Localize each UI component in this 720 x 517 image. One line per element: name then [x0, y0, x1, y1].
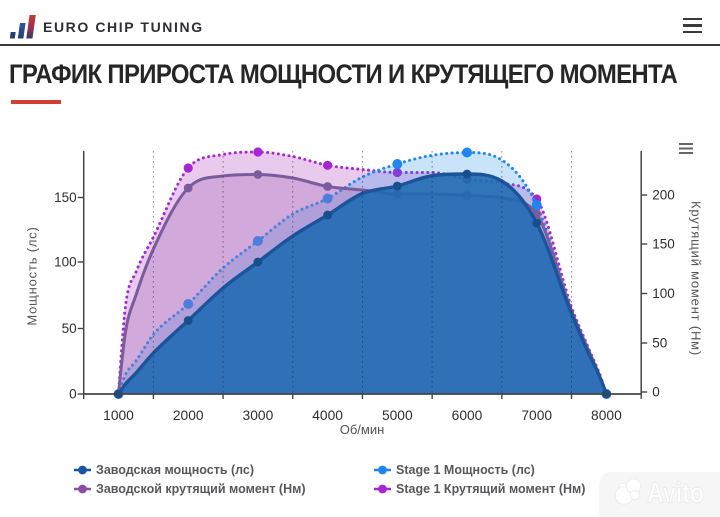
svg-text:2000: 2000 [173, 408, 204, 423]
svg-text:6000: 6000 [452, 408, 483, 423]
svg-text:8000: 8000 [591, 408, 622, 423]
svg-text:1000: 1000 [103, 408, 134, 423]
svg-text:7000: 7000 [521, 408, 552, 423]
svg-text:Крутящий момент (Нм): Крутящий момент (Нм) [689, 201, 704, 356]
svg-text:4000: 4000 [312, 408, 343, 423]
svg-text:150: 150 [652, 237, 675, 252]
svg-text:Об/мин: Об/мин [340, 422, 385, 437]
svg-text:0: 0 [652, 385, 660, 400]
svg-text:50: 50 [62, 321, 77, 336]
svg-text:100: 100 [652, 286, 675, 301]
svg-text:3000: 3000 [243, 408, 274, 423]
svg-text:200: 200 [652, 188, 675, 203]
svg-text:150: 150 [54, 190, 77, 205]
svg-text:Мощность (лс): Мощность (лс) [25, 226, 40, 325]
svg-text:Avito: Avito [647, 478, 704, 510]
svg-text:100: 100 [54, 255, 77, 270]
svg-text:0: 0 [69, 387, 77, 402]
svg-text:5000: 5000 [382, 408, 413, 423]
svg-text:50: 50 [652, 336, 667, 351]
